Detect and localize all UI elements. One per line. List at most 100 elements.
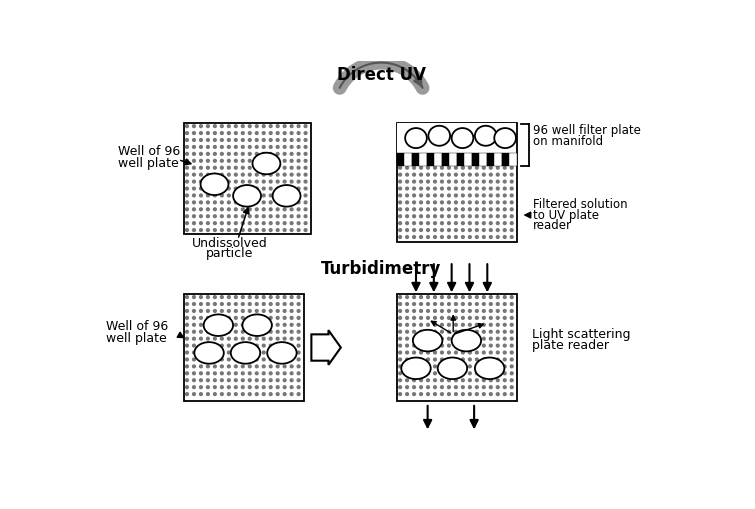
- Circle shape: [427, 215, 430, 218]
- Circle shape: [255, 222, 258, 224]
- Circle shape: [468, 146, 471, 148]
- Circle shape: [214, 187, 216, 190]
- Circle shape: [220, 309, 223, 313]
- Circle shape: [405, 317, 408, 319]
- Circle shape: [262, 215, 265, 218]
- Circle shape: [283, 153, 286, 155]
- Circle shape: [455, 146, 458, 148]
- Circle shape: [476, 330, 478, 333]
- Circle shape: [276, 372, 279, 375]
- Circle shape: [276, 201, 279, 204]
- Circle shape: [468, 125, 471, 128]
- Circle shape: [227, 317, 230, 319]
- Circle shape: [262, 132, 265, 134]
- Circle shape: [297, 351, 300, 354]
- Circle shape: [276, 166, 279, 169]
- Circle shape: [455, 173, 458, 176]
- Circle shape: [433, 344, 436, 347]
- Circle shape: [413, 379, 415, 382]
- Circle shape: [489, 166, 492, 169]
- Ellipse shape: [273, 185, 300, 207]
- Circle shape: [461, 386, 464, 388]
- Circle shape: [433, 159, 436, 162]
- Circle shape: [489, 323, 492, 326]
- Circle shape: [283, 132, 286, 134]
- Circle shape: [255, 351, 258, 354]
- Circle shape: [482, 229, 485, 232]
- Circle shape: [199, 337, 202, 340]
- Circle shape: [504, 323, 506, 326]
- Circle shape: [461, 201, 464, 204]
- Circle shape: [413, 222, 415, 224]
- Circle shape: [304, 187, 307, 190]
- Circle shape: [405, 222, 408, 224]
- Circle shape: [227, 393, 230, 395]
- Circle shape: [220, 173, 223, 176]
- Circle shape: [262, 180, 265, 183]
- Circle shape: [496, 194, 499, 197]
- Circle shape: [455, 229, 458, 232]
- Circle shape: [468, 138, 471, 142]
- Circle shape: [242, 344, 244, 347]
- Circle shape: [448, 208, 450, 211]
- Circle shape: [441, 337, 443, 340]
- Circle shape: [262, 379, 265, 382]
- Circle shape: [476, 303, 478, 305]
- Circle shape: [270, 215, 272, 218]
- Circle shape: [199, 296, 202, 298]
- Circle shape: [405, 159, 408, 162]
- Circle shape: [227, 166, 230, 169]
- Circle shape: [304, 132, 307, 134]
- Circle shape: [290, 173, 293, 176]
- Circle shape: [220, 323, 223, 326]
- Circle shape: [220, 358, 223, 361]
- Circle shape: [427, 358, 430, 361]
- Circle shape: [276, 309, 279, 313]
- Circle shape: [290, 393, 293, 395]
- Circle shape: [433, 351, 436, 354]
- Circle shape: [420, 194, 423, 197]
- Circle shape: [234, 153, 237, 155]
- Bar: [509, 154, 516, 166]
- Circle shape: [193, 166, 196, 169]
- Circle shape: [290, 180, 293, 183]
- Circle shape: [283, 323, 286, 326]
- Circle shape: [220, 146, 223, 148]
- Circle shape: [420, 351, 423, 354]
- Circle shape: [270, 125, 272, 128]
- Circle shape: [214, 372, 216, 375]
- Circle shape: [476, 222, 478, 224]
- Circle shape: [242, 138, 244, 142]
- Circle shape: [193, 180, 196, 183]
- Circle shape: [270, 222, 272, 224]
- Ellipse shape: [495, 128, 516, 148]
- Circle shape: [220, 153, 223, 155]
- Circle shape: [255, 166, 258, 169]
- Circle shape: [455, 201, 458, 204]
- Circle shape: [448, 365, 450, 368]
- Circle shape: [220, 138, 223, 142]
- Circle shape: [455, 323, 458, 326]
- Circle shape: [489, 372, 492, 375]
- Circle shape: [405, 236, 408, 238]
- Circle shape: [270, 393, 272, 395]
- Circle shape: [399, 208, 402, 211]
- Circle shape: [283, 229, 286, 232]
- Circle shape: [476, 337, 478, 340]
- Circle shape: [496, 125, 499, 128]
- Circle shape: [441, 344, 443, 347]
- Circle shape: [427, 208, 430, 211]
- Circle shape: [193, 138, 196, 142]
- Circle shape: [290, 296, 293, 298]
- Circle shape: [476, 379, 478, 382]
- Circle shape: [227, 372, 230, 375]
- Circle shape: [290, 372, 293, 375]
- Circle shape: [448, 323, 450, 326]
- Circle shape: [276, 379, 279, 382]
- Circle shape: [482, 351, 485, 354]
- Circle shape: [399, 365, 402, 368]
- Circle shape: [489, 337, 492, 340]
- Circle shape: [468, 386, 471, 388]
- Circle shape: [186, 173, 189, 176]
- Circle shape: [290, 365, 293, 368]
